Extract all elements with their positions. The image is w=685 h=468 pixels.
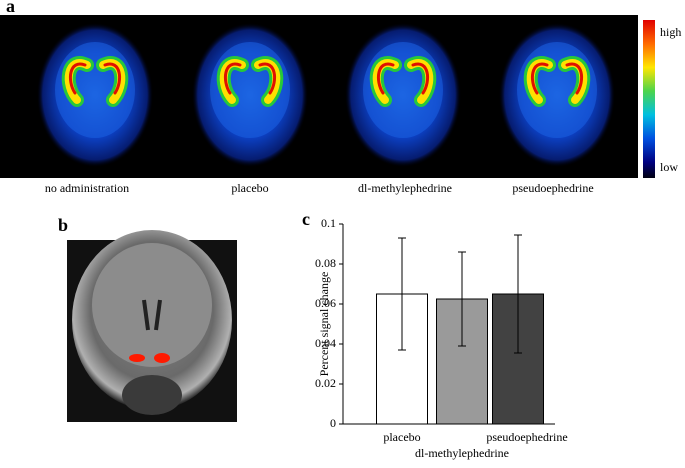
caption: pseudoephedrine <box>512 181 593 195</box>
y-tick-label: 0.04 <box>315 336 336 350</box>
bar-chart: 0 0.02 0.04 0.06 0.08 0.1 Percent signal chang… <box>315 216 568 460</box>
y-tick-label: 0.1 <box>321 216 336 230</box>
x-tick-label: pseudoephedrine <box>486 430 567 444</box>
colorbar-label: high <box>660 25 681 39</box>
colorbar-label: low <box>660 160 678 174</box>
mri-image <box>67 230 237 422</box>
x-tick-label: dl-methylephedrine <box>415 446 509 460</box>
pet-image <box>345 23 461 167</box>
panel-label: c <box>302 209 310 229</box>
pet-image <box>37 23 153 167</box>
pet-image <box>499 23 615 167</box>
panel-label: a <box>6 0 15 16</box>
caption: placebo <box>231 181 268 195</box>
y-tick-label: 0.06 <box>315 296 336 310</box>
colorbar <box>643 20 655 178</box>
panel-label: b <box>58 215 68 235</box>
caption: dl-methylephedrine <box>358 181 452 195</box>
caption: no administration <box>45 181 129 195</box>
x-tick-label: placebo <box>383 430 420 444</box>
y-tick-label: 0 <box>330 416 336 430</box>
pet-image <box>192 23 308 167</box>
y-axis-label: Percent signal change <box>317 272 331 377</box>
y-tick-label: 0.08 <box>315 256 336 270</box>
y-tick-label: 0.02 <box>315 376 336 390</box>
